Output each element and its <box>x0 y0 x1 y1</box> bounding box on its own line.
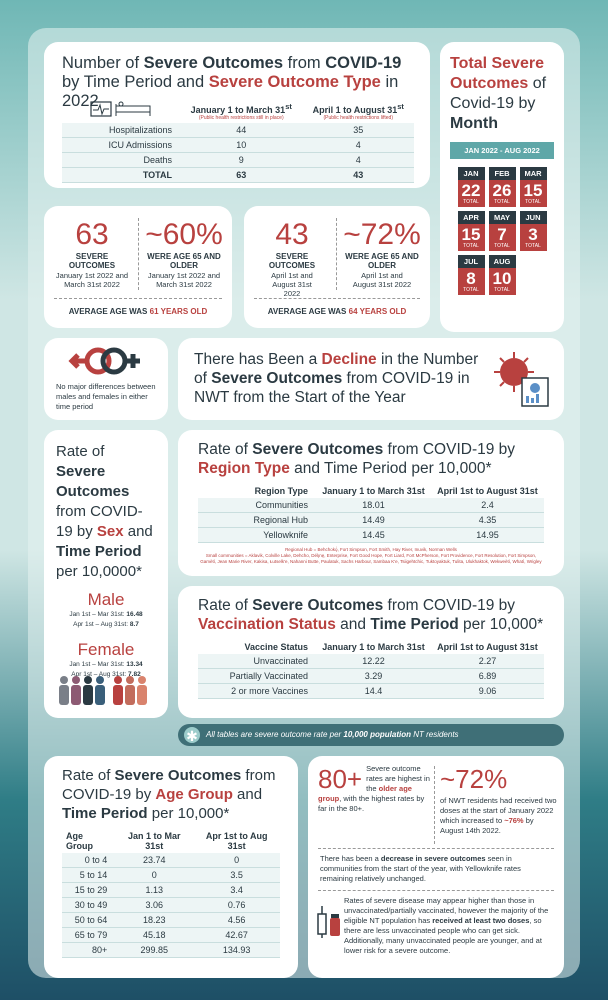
period1-average-age: AVERAGE AGE WAS 61 YEARS OLD <box>68 307 208 316</box>
table-row: 15 to 29 1.13 3.4 <box>62 882 280 898</box>
time-period-title: Number of Severe Outcomes from COVID-19 … <box>62 54 402 110</box>
month-feb: FEB 26 TOTAL <box>488 167 516 207</box>
vaccination-table: Vaccine Status January 1 to March 31st Apr… <box>198 640 544 699</box>
age-table: Age Group Jan 1 to Mar 31st Apr 1st to Aug… <box>62 829 280 958</box>
time-period-card: Number of Severe Outcomes from COVID-19 … <box>44 42 430 188</box>
asterisk-icon: ✱ <box>184 727 200 744</box>
region-footnote-hub: Regional Hub = Behchokǫ̀, Fort Simpson, … <box>285 547 457 552</box>
gender-symbols-icon <box>68 347 140 375</box>
insight-decrease: There has been a decrease in severe outc… <box>320 854 521 883</box>
syringe-vial-icon <box>317 906 340 938</box>
period2-count-block: 43 SEVERE OUTCOMES April 1st and August … <box>268 218 316 299</box>
col-jan-mar: January 1 to March 31st (Public health re… <box>190 102 292 121</box>
monthly-card: Total Severe Outcomes of Covid-19 by Mon… <box>440 42 564 332</box>
table-row: 50 to 64 18.23 4.56 <box>62 912 280 928</box>
gender-note: No major differences between males and f… <box>56 382 156 411</box>
hospital-icon <box>90 101 151 117</box>
month-apr: APR 15 TOTAL <box>457 211 485 251</box>
insights-card: 80+ Severe outcome rates are highest in … <box>308 756 564 978</box>
table-row: 5 to 14 0 3.5 <box>62 867 280 883</box>
sex-card: Rate of Severe Outcomes from COVID-19 by… <box>44 430 168 718</box>
month-mar: MAR 15 TOTAL <box>519 167 547 207</box>
decline-card: There has Been a Decline in the Number o… <box>178 338 564 420</box>
month-calendar: JAN 22 TOTAL FEB 26 TOTAL MAR 15 TOTAL APR 15 TO… <box>450 167 554 295</box>
table-row: Yellowknife 14.45 14.95 <box>198 527 544 543</box>
virus-chart-icon <box>494 352 549 407</box>
col-apr-aug: April 1 to August 31st (Public health res… <box>312 102 404 121</box>
region-footnote-communities: Small communities = Aklavik, Colville La… <box>200 553 542 564</box>
table-row: 30 to 49 3.06 0.76 <box>62 897 280 913</box>
region-table: Region Type January 1 to March 31st April … <box>198 484 544 543</box>
male-label: Male <box>87 590 125 609</box>
monthly-title: Total Severe Outcomes of Covid-19 by Mon… <box>450 55 547 132</box>
month-aug: AUG 10 TOTAL <box>488 255 516 295</box>
table-row: Communities 18.01 2.4 <box>198 498 544 513</box>
month-may: MAY 7 TOTAL <box>488 211 516 251</box>
time-period-table: January 1 to March 31st (Public health re… <box>62 100 414 183</box>
male-rates: Jan 1st – Mar 31st: 16.48 Apr 1st – Aug 3… <box>69 611 143 628</box>
month-jul: JUL 8 TOTAL <box>457 255 485 295</box>
period1-card: 63 SEVERE OUTCOMES January 1st 2022 and … <box>44 206 232 328</box>
table-row: Regional Hub 14.49 4.35 <box>198 512 544 528</box>
table-row: 2 or more Vaccines 14.4 9.06 <box>198 683 544 699</box>
region-card: Rate of Severe Outcomes from COVID-19 by… <box>178 430 564 576</box>
insight-80plus: 80+ Severe outcome rates are highest in … <box>318 764 430 813</box>
month-jan: JAN 22 TOTAL <box>457 167 485 207</box>
decline-title: There has Been a Decline in the Number o… <box>194 351 479 406</box>
month-jun: JUN 3 TOTAL <box>519 211 547 251</box>
table-row: Unvaccinated 12.22 2.27 <box>198 654 544 669</box>
age-title: Rate of Severe Outcomes from COVID-19 by… <box>62 767 276 822</box>
table-row-total: TOTAL 63 43 <box>62 167 414 183</box>
sex-title: Rate of Severe Outcomes from COVID-19 by… <box>56 443 153 580</box>
female-label: Female <box>77 640 135 659</box>
female-rates: Jan 1st – Mar 31st: 13.34 Apr 1st – Aug 3… <box>69 661 143 678</box>
vaccination-title: Rate of Severe Outcomes from COVID-19 by… <box>198 597 544 633</box>
age-card: Rate of Severe Outcomes from COVID-19 by… <box>44 756 298 978</box>
region-title: Rate of Severe Outcomes from COVID-19 by… <box>198 441 516 477</box>
table-row: 0 to 4 23.74 0 <box>62 853 280 868</box>
period2-average-age: AVERAGE AGE WAS 64 YEARS OLD <box>267 307 407 316</box>
gender-card: No major differences between males and f… <box>44 338 168 420</box>
table-row: 80+ 299.85 134.93 <box>62 942 280 958</box>
insight-vaccinated-note: Rates of severe disease may appear highe… <box>344 896 549 955</box>
period1-count-block: 63 SEVERE OUTCOMES January 1st 2022 and … <box>55 218 129 290</box>
vaccination-card: Rate of Severe Outcomes from COVID-19 by… <box>178 586 564 718</box>
period2-pct-block: ~72% WERE AGE 65 AND OLDER April 1st and… <box>343 218 421 290</box>
date-range-badge: JAN 2022 - AUG 2022 <box>450 142 554 159</box>
table-row: Partially Vaccinated 3.29 6.89 <box>198 668 544 684</box>
people-icon <box>59 676 147 705</box>
table-row: ICU Admissions 10 4 <box>62 137 414 153</box>
table-row: Deaths 9 4 <box>62 152 414 168</box>
period1-pct-block: ~60% WERE AGE 65 AND OLDER January 1st 2… <box>145 218 223 290</box>
table-row: 65 to 79 45.18 42.67 <box>62 927 280 943</box>
table-row: Hospitalizations 44 35 <box>62 123 414 138</box>
insight-vaccination: ~72% of NWT residents had received two d… <box>440 764 557 835</box>
footnote-strip: ✱ All tables are severe outcome rate per… <box>178 724 564 746</box>
period2-card: 43 SEVERE OUTCOMES April 1st and August … <box>244 206 430 328</box>
